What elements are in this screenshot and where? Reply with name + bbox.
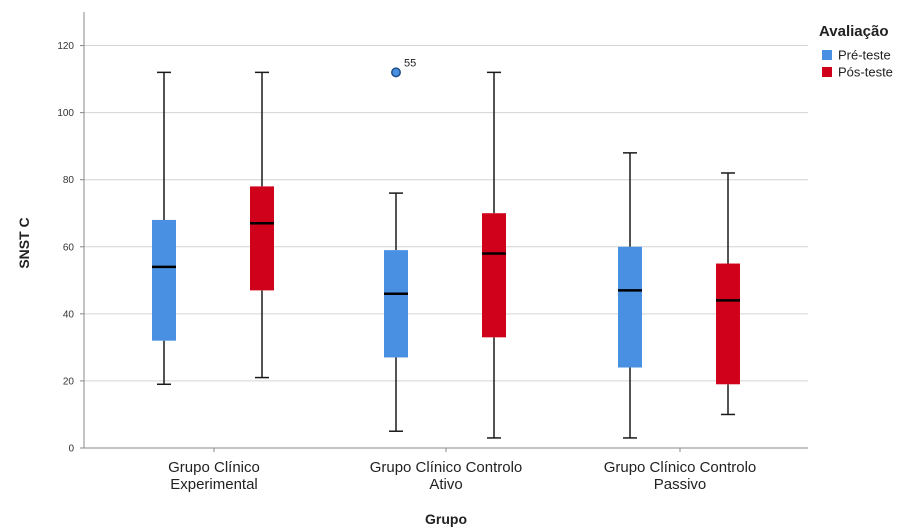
y-tick-label: 40 [63,309,75,320]
box-Pré-teste [152,71,176,386]
box-Pré-teste [384,192,408,432]
outlier-label: 55 [404,57,416,69]
box-Pós-teste [250,71,274,379]
y-tick-label: 0 [68,444,74,455]
x-category-label: Grupo Clínico [168,459,260,476]
box-Pós-teste [482,71,506,439]
x-category-label: Grupo Clínico Controlo [370,459,523,476]
y-tick-label: 80 [63,175,75,186]
legend-swatch [822,67,832,77]
box-iqr [250,186,274,291]
boxes: 55 [152,57,740,439]
x-category-label: Grupo Clínico Controlo [604,459,757,476]
legend-swatch [822,50,832,60]
box-Pós-teste [716,172,740,416]
gridlines [84,45,808,382]
x-category-label: Passivo [654,476,707,493]
outlier-point [391,67,401,78]
y-axis-title: SNST C [16,217,32,268]
y-tick-label: 60 [63,242,75,253]
y-tick-label: 20 [63,376,75,387]
box-iqr [482,213,506,338]
y-tick-labels: 0 20 40 60 80 100 120 [57,41,74,454]
y-tick-label: 100 [57,108,74,119]
y-tick-label: 120 [57,41,74,52]
legend: Avaliação Pré-teste Pós-teste [819,23,893,80]
box-iqr [384,250,408,358]
box-iqr [152,219,176,341]
box-Pré-teste [618,152,642,439]
x-category-label: Ativo [429,476,462,493]
legend-label: Pré-teste [838,48,891,63]
x-category-label: Experimental [170,476,258,493]
box-iqr [618,246,642,368]
x-axis-title: Grupo [425,511,467,527]
axes [80,12,808,452]
box-iqr [716,263,740,385]
legend-title: Avaliação [819,23,889,40]
legend-label: Pós-teste [838,65,893,80]
